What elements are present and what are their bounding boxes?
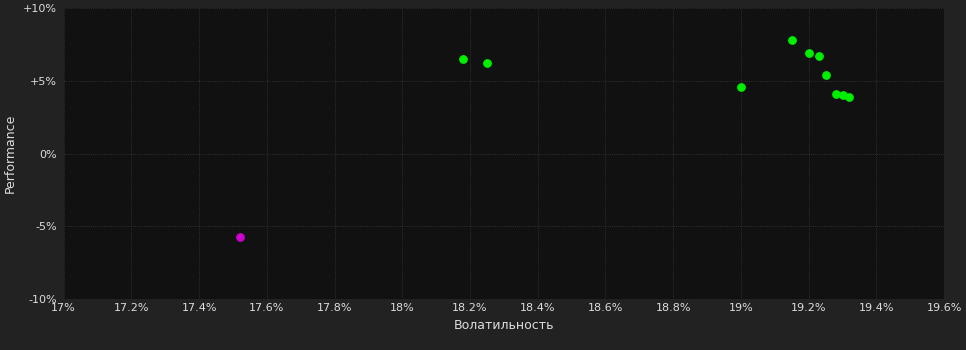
Point	[835, 93, 850, 98]
Point	[733, 84, 749, 90]
Point	[828, 91, 843, 97]
Y-axis label: Performance: Performance	[4, 114, 17, 193]
Point	[841, 94, 857, 100]
Point	[801, 50, 816, 56]
Point	[479, 61, 495, 66]
Point	[456, 56, 471, 62]
Point	[784, 37, 800, 43]
Point	[811, 53, 827, 59]
Point	[818, 72, 834, 78]
Point	[232, 234, 247, 239]
X-axis label: Волатильность: Волатильность	[454, 319, 554, 332]
